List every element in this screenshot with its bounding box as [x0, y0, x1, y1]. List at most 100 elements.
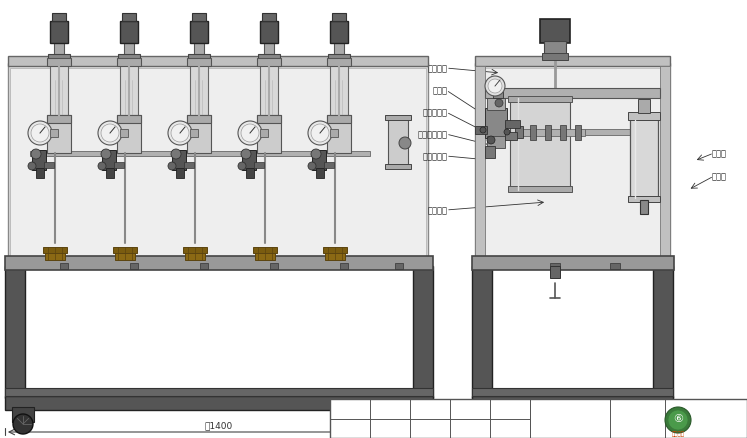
Bar: [485, 147, 495, 159]
Bar: [413, 266, 433, 398]
Circle shape: [13, 414, 33, 434]
Bar: [124, 37, 134, 57]
Circle shape: [238, 162, 246, 171]
Bar: [190, 64, 208, 119]
Bar: [475, 408, 491, 428]
Bar: [47, 59, 71, 67]
Bar: [485, 109, 507, 139]
Bar: [36, 169, 44, 179]
Bar: [12, 407, 34, 422]
Bar: [190, 130, 198, 138]
Bar: [515, 127, 523, 139]
Text: AC-P5250平行缩聚反应釜: AC-P5250平行缩聚反应釜: [520, 413, 620, 424]
Bar: [653, 266, 673, 398]
Bar: [45, 251, 65, 261]
Bar: [115, 251, 135, 261]
Text: 约520: 约520: [561, 420, 583, 429]
Bar: [340, 263, 348, 269]
Circle shape: [28, 122, 52, 146]
Bar: [540, 20, 570, 44]
Bar: [194, 37, 204, 57]
Circle shape: [101, 150, 111, 159]
Bar: [312, 151, 326, 171]
Bar: [493, 83, 503, 99]
Bar: [487, 137, 505, 148]
Text: 搅拌电机: 搅拌电机: [428, 64, 448, 73]
Circle shape: [311, 125, 329, 143]
Bar: [327, 116, 351, 124]
Bar: [10, 69, 426, 261]
Bar: [120, 22, 138, 44]
Bar: [505, 133, 517, 141]
Circle shape: [485, 77, 505, 97]
Bar: [264, 37, 274, 57]
Bar: [190, 22, 208, 44]
Bar: [113, 247, 137, 254]
Bar: [188, 55, 210, 61]
Circle shape: [665, 407, 691, 433]
Bar: [475, 127, 487, 135]
Bar: [630, 119, 658, 198]
Circle shape: [474, 419, 492, 437]
Bar: [130, 263, 138, 269]
Bar: [388, 119, 408, 169]
Text: 压力传感器: 压力传感器: [423, 108, 448, 117]
Bar: [585, 130, 630, 136]
Bar: [472, 396, 673, 410]
Circle shape: [241, 150, 251, 159]
Text: 放料阀: 放料阀: [712, 172, 727, 181]
Bar: [334, 37, 344, 57]
Bar: [332, 14, 346, 22]
Text: 北京世纪森朗仪器有限公司: 北京世纪森朗仪器有限公司: [682, 409, 738, 418]
Bar: [262, 14, 276, 22]
Bar: [52, 14, 66, 22]
Bar: [327, 59, 351, 67]
Bar: [542, 54, 568, 61]
Bar: [120, 130, 128, 138]
Bar: [640, 201, 648, 215]
Circle shape: [480, 128, 486, 134]
Bar: [257, 59, 281, 67]
Bar: [258, 55, 280, 61]
Bar: [54, 37, 64, 57]
Bar: [187, 59, 211, 67]
Bar: [323, 247, 347, 254]
Bar: [487, 99, 505, 111]
Circle shape: [98, 162, 106, 171]
Bar: [628, 113, 660, 121]
Bar: [508, 97, 572, 103]
Bar: [395, 263, 403, 269]
Text: 约1400: 约1400: [205, 420, 233, 429]
Circle shape: [101, 125, 119, 143]
Circle shape: [168, 122, 192, 146]
Circle shape: [171, 125, 189, 143]
Bar: [5, 388, 433, 396]
Circle shape: [488, 80, 502, 94]
Bar: [478, 69, 667, 261]
Bar: [44, 162, 54, 169]
Bar: [327, 116, 351, 154]
Bar: [472, 388, 673, 396]
Bar: [117, 116, 141, 154]
Bar: [260, 22, 278, 44]
Circle shape: [668, 410, 688, 430]
Bar: [472, 256, 674, 270]
Text: 压力表: 压力表: [433, 86, 448, 95]
Text: 品质服务: 品质服务: [672, 430, 684, 436]
Bar: [260, 64, 278, 119]
Text: 大通道真空阀: 大通道真空阀: [418, 130, 448, 139]
Bar: [117, 59, 141, 67]
Bar: [260, 130, 268, 138]
Bar: [192, 14, 206, 22]
Bar: [660, 67, 670, 261]
Bar: [120, 64, 138, 119]
Bar: [254, 162, 264, 169]
Bar: [32, 151, 46, 171]
Bar: [638, 100, 650, 114]
Bar: [475, 64, 670, 263]
Bar: [385, 116, 411, 121]
Bar: [316, 169, 324, 179]
Bar: [475, 67, 485, 261]
Text: ⑥: ⑥: [673, 413, 683, 423]
Bar: [106, 169, 114, 179]
